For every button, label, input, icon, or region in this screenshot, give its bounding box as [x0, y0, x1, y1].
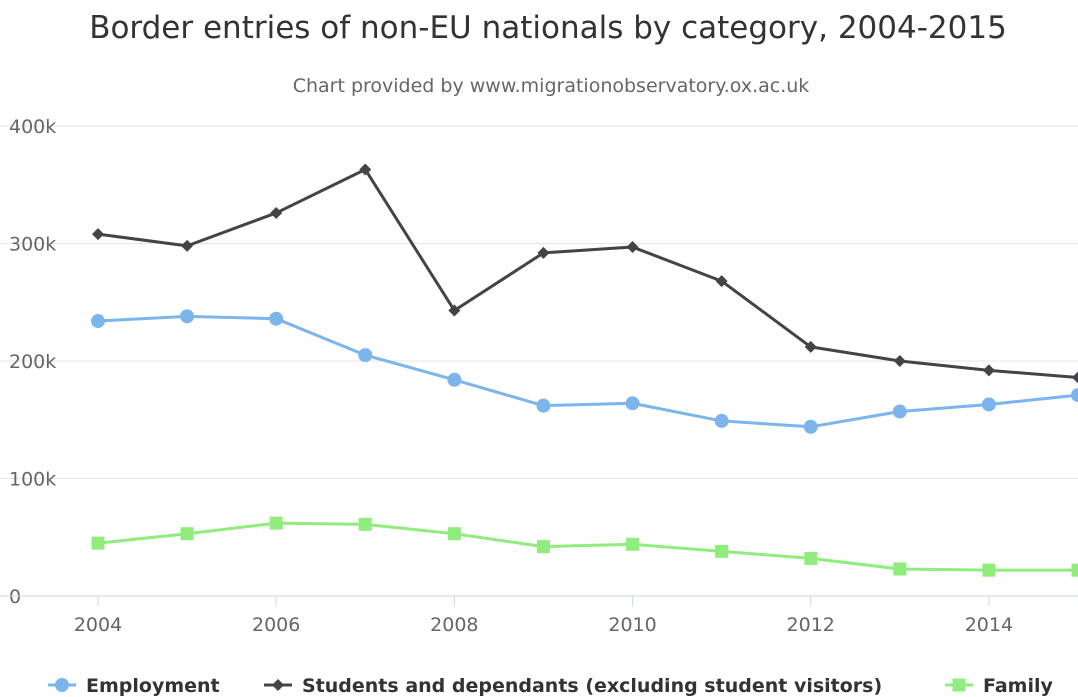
x-tick-label: 2014 — [965, 614, 1013, 636]
data-point — [269, 311, 284, 326]
data-point — [180, 309, 195, 324]
data-point — [804, 551, 818, 565]
data-point — [1072, 371, 1078, 384]
x-tick-label: 2010 — [608, 614, 656, 636]
series-line — [96, 314, 1078, 429]
data-point — [358, 517, 372, 531]
x-tick-label: 2012 — [787, 614, 835, 636]
data-point — [270, 206, 283, 219]
data-point — [893, 562, 907, 576]
plot-area — [91, 163, 1078, 577]
legend-item: Family — [945, 675, 1054, 697]
data-point — [892, 404, 907, 419]
chart-title: Border entries of non-EU nationals by ca… — [89, 10, 1007, 46]
data-point — [536, 398, 551, 413]
y-tick-label: 200k — [9, 351, 56, 373]
data-point — [1071, 563, 1078, 577]
data-point — [181, 239, 194, 252]
legend-label: Employment — [86, 675, 220, 697]
y-tick-label: 400k — [9, 116, 56, 138]
legend-label: Students and dependants (excluding stude… — [302, 675, 882, 697]
data-point — [536, 540, 550, 554]
data-point — [1071, 388, 1078, 403]
data-point — [91, 536, 105, 550]
chart-subtitle: Chart provided by www.migrationobservato… — [293, 75, 810, 97]
x-tick-label: 2008 — [430, 614, 478, 636]
data-point — [982, 563, 996, 577]
legend-label: Family — [983, 675, 1054, 697]
series-line — [96, 521, 1078, 572]
data-point — [180, 527, 194, 541]
y-tick-label: 0 — [9, 586, 21, 608]
data-point — [625, 396, 640, 411]
y-tick-label: 100k — [9, 469, 56, 491]
data-point — [982, 364, 995, 377]
data-point — [715, 275, 728, 288]
data-point — [714, 413, 729, 428]
data-point — [981, 397, 996, 412]
data-point — [893, 355, 906, 367]
x-tick-label: 2004 — [74, 614, 122, 636]
data-point — [447, 527, 461, 541]
data-point — [537, 246, 550, 259]
data-point — [269, 516, 283, 530]
data-point — [715, 544, 729, 558]
data-point — [626, 537, 640, 551]
legend-item: Students and dependants (excluding stude… — [264, 675, 882, 697]
data-point — [803, 419, 818, 434]
data-point — [359, 163, 372, 176]
legend-marker — [272, 679, 284, 691]
legend: Employment Students and dependants (exclu… — [48, 675, 1054, 697]
legend-marker — [952, 678, 966, 692]
data-point — [358, 348, 373, 363]
data-point — [92, 228, 104, 241]
y-axis: 0 100k 200k 300k 400k — [9, 116, 56, 608]
series-students — [92, 163, 1078, 384]
x-tick-label: 2006 — [252, 614, 300, 636]
y-tick-label: 300k — [9, 234, 56, 256]
series-family — [91, 516, 1078, 577]
series-employment — [91, 309, 1078, 434]
series-line — [96, 167, 1078, 379]
gridlines — [0, 125, 1078, 479]
x-axis: 2004 2006 2008 2010 2012 2014 — [0, 595, 1078, 636]
legend-item: Employment — [48, 675, 220, 697]
data-point — [447, 372, 462, 387]
data-point — [448, 304, 461, 317]
legend-marker — [55, 678, 69, 692]
data-point — [626, 241, 639, 254]
data-point — [804, 340, 817, 353]
data-point — [91, 314, 105, 329]
